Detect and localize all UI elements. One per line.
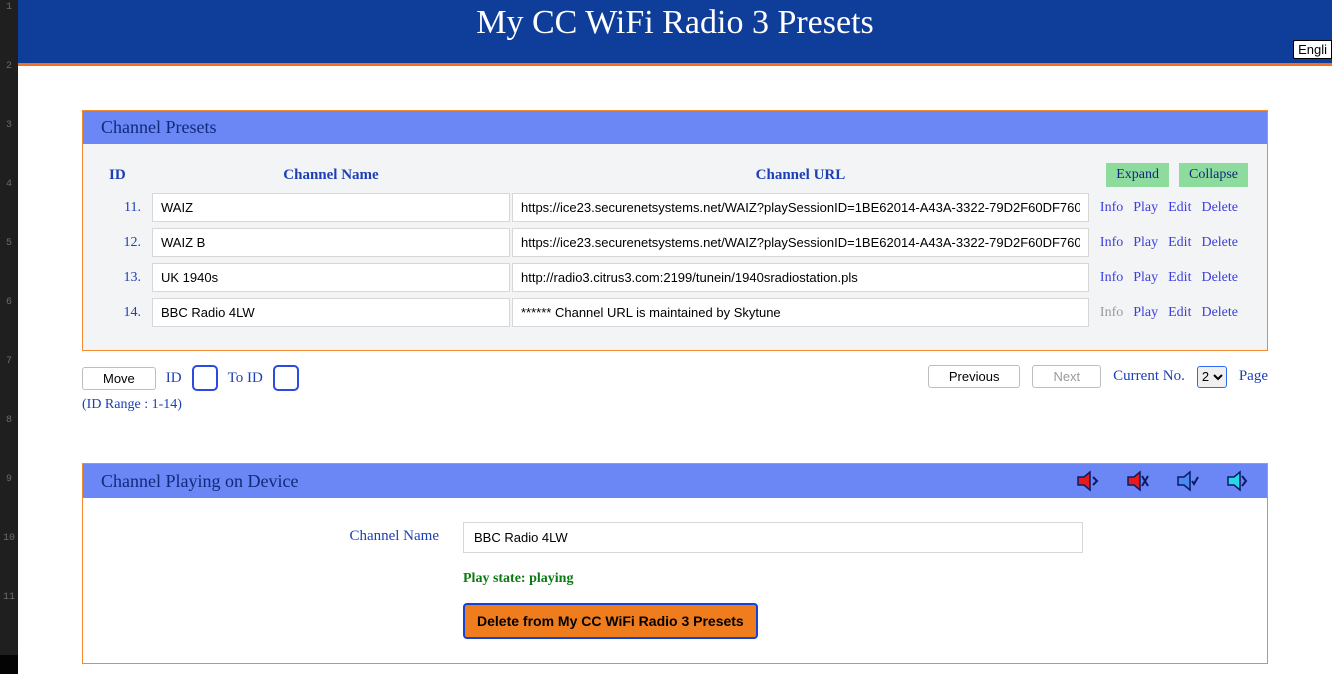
channel-name-input[interactable] [152,263,510,292]
info-link: Info [1100,305,1123,320]
table-row: 12. Info Play Edit Delete [101,227,1249,258]
delete-link[interactable]: Delete [1201,305,1238,320]
edit-link[interactable]: Edit [1168,235,1191,250]
channel-name-input[interactable] [152,298,510,327]
pager: Previous Next Current No. 2 Page [928,365,1268,388]
delete-link[interactable]: Delete [1201,235,1238,250]
move-id-input[interactable] [192,365,218,391]
language-button[interactable]: Engli [1293,40,1332,59]
delete-link[interactable]: Delete [1201,270,1238,285]
editor-line-gutter: 1234567891011 [0,0,18,655]
playing-name-label: Channel Name [123,522,463,639]
play-link[interactable]: Play [1133,200,1158,215]
row-id: 14. [101,297,151,328]
delete-preset-button[interactable]: Delete from My CC WiFi Radio 3 Presets [463,603,758,639]
info-link[interactable]: Info [1100,200,1123,215]
playing-name-input[interactable] [463,522,1083,553]
mute-icon[interactable] [1125,470,1149,492]
channel-url-input[interactable] [512,298,1089,327]
presets-panel-body: ID Channel Name Channel URL Expand Colla… [83,144,1267,350]
channel-name-input[interactable] [152,193,510,222]
next-button[interactable]: Next [1032,365,1101,388]
media-controls [1075,470,1249,492]
play-link[interactable]: Play [1133,270,1158,285]
top-header: My CC WiFi Radio 3 Presets Engli [18,0,1332,66]
play-state: Play state: playing [463,571,1227,587]
channel-name-input[interactable] [152,228,510,257]
delete-link[interactable]: Delete [1201,200,1238,215]
table-row: 13. Info Play Edit Delete [101,262,1249,293]
presets-panel-title: Channel Presets [101,117,216,138]
current-no-label: Current No. [1113,368,1185,385]
presets-footer: Move ID To ID (ID Range : 1-14) Previous… [82,365,1268,413]
volume-check-icon[interactable] [1175,470,1199,492]
playing-panel: Channel Playing on Device Channel Name P… [82,463,1268,664]
page-root: My CC WiFi Radio 3 Presets Engli Channel… [18,0,1332,674]
presets-panel-header: Channel Presets [83,111,1267,144]
move-to-id-input[interactable] [273,365,299,391]
volume-down-icon[interactable] [1075,470,1099,492]
expand-button[interactable]: Expand [1106,163,1169,187]
col-name: Channel Name [151,162,511,188]
edit-link[interactable]: Edit [1168,305,1191,320]
page-label: Page [1239,368,1268,385]
table-row: 11. Info Play Edit Delete [101,192,1249,223]
info-link[interactable]: Info [1100,235,1123,250]
page-select[interactable]: 2 [1197,366,1227,388]
col-id: ID [101,162,151,188]
move-button[interactable]: Move [82,367,156,390]
info-link[interactable]: Info [1100,270,1123,285]
edit-link[interactable]: Edit [1168,270,1191,285]
move-to-id-label: To ID [228,370,263,387]
playing-panel-title: Channel Playing on Device [101,471,298,492]
content-area: Channel Presets ID Channel Name Channel … [18,66,1332,674]
presets-panel: Channel Presets ID Channel Name Channel … [82,110,1268,351]
col-url: Channel URL [511,162,1090,188]
playing-panel-header: Channel Playing on Device [83,464,1267,498]
edit-link[interactable]: Edit [1168,200,1191,215]
row-id: 13. [101,262,151,293]
channel-url-input[interactable] [512,263,1089,292]
play-link[interactable]: Play [1133,235,1158,250]
move-id-label: ID [166,370,182,387]
id-range-label: (ID Range : 1-14) [82,397,299,413]
volume-up-icon[interactable] [1225,470,1249,492]
page-title: My CC WiFi Radio 3 Presets [18,0,1332,42]
row-id: 11. [101,192,151,223]
previous-button[interactable]: Previous [928,365,1021,388]
table-row: 14. Info Play Edit Delete [101,297,1249,328]
row-id: 12. [101,227,151,258]
channel-url-input[interactable] [512,193,1089,222]
collapse-button[interactable]: Collapse [1179,163,1248,187]
presets-table: ID Channel Name Channel URL Expand Colla… [101,158,1249,332]
play-link[interactable]: Play [1133,305,1158,320]
channel-url-input[interactable] [512,228,1089,257]
playing-panel-body: Channel Name Play state: playing Delete … [83,498,1267,663]
